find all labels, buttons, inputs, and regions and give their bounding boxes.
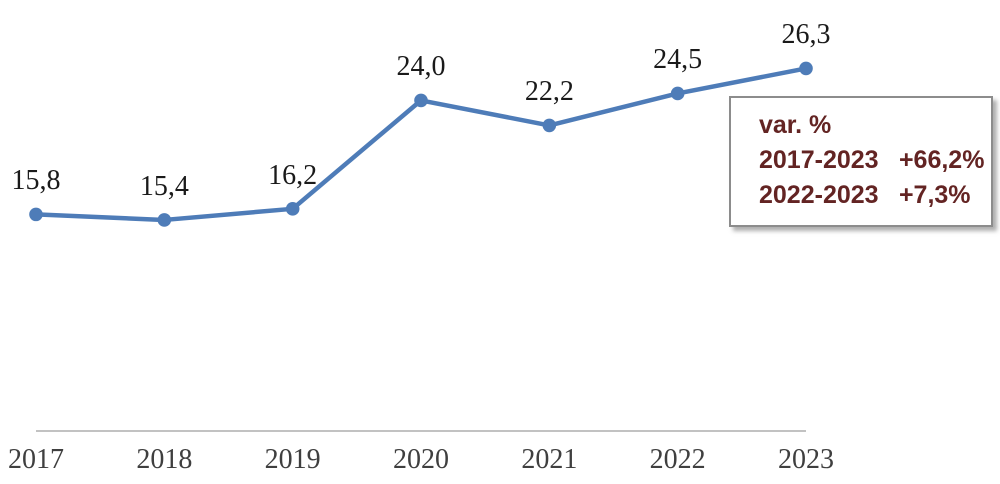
data-label-2021: 22,2 <box>524 76 574 108</box>
x-tick-2018: 2018 <box>136 444 193 475</box>
x-tick-2022: 2022 <box>649 444 706 475</box>
data-label-2022: 24,5 <box>653 44 703 76</box>
data-label-2017: 15,8 <box>11 165 61 197</box>
data-point-2017 <box>29 207 43 222</box>
annotation-range-value: +7,3% <box>898 181 971 209</box>
x-tick-2023: 2023 <box>778 444 834 475</box>
data-point-2022 <box>670 86 685 101</box>
x-tick-2019: 2019 <box>264 444 321 475</box>
annotation-range-label: 2017-2023 <box>759 146 879 174</box>
variation-annotation-box: var. % 2017-2023 +66,2% 2022-2023 +7,3% <box>729 96 993 227</box>
data-point-2020 <box>414 93 428 108</box>
data-label-2018: 15,4 <box>139 170 189 202</box>
data-point-2019 <box>285 202 300 216</box>
annotation-row-2017-2023: 2017-2023 +66,2% <box>759 143 991 178</box>
annotation-row-2022-2023: 2022-2023 +7,3% <box>759 178 991 213</box>
data-label-2019: 16,2 <box>268 159 318 191</box>
annotation-range-label: 2022-2023 <box>759 181 879 209</box>
x-tick-2017: 2017 <box>8 444 64 475</box>
data-label-2020: 24,0 <box>396 51 446 83</box>
annotation-title-row: var. % <box>759 108 991 143</box>
data-label-2023: 26,3 <box>781 19 831 51</box>
data-point-2021 <box>542 118 557 133</box>
annotation-title: var. % <box>759 111 832 139</box>
data-point-2023 <box>799 61 813 76</box>
x-tick-2021: 2021 <box>521 444 578 475</box>
x-tick-2020: 2020 <box>393 444 449 475</box>
annotation-range-value: +66,2% <box>898 146 985 174</box>
data-point-2018 <box>157 213 172 227</box>
